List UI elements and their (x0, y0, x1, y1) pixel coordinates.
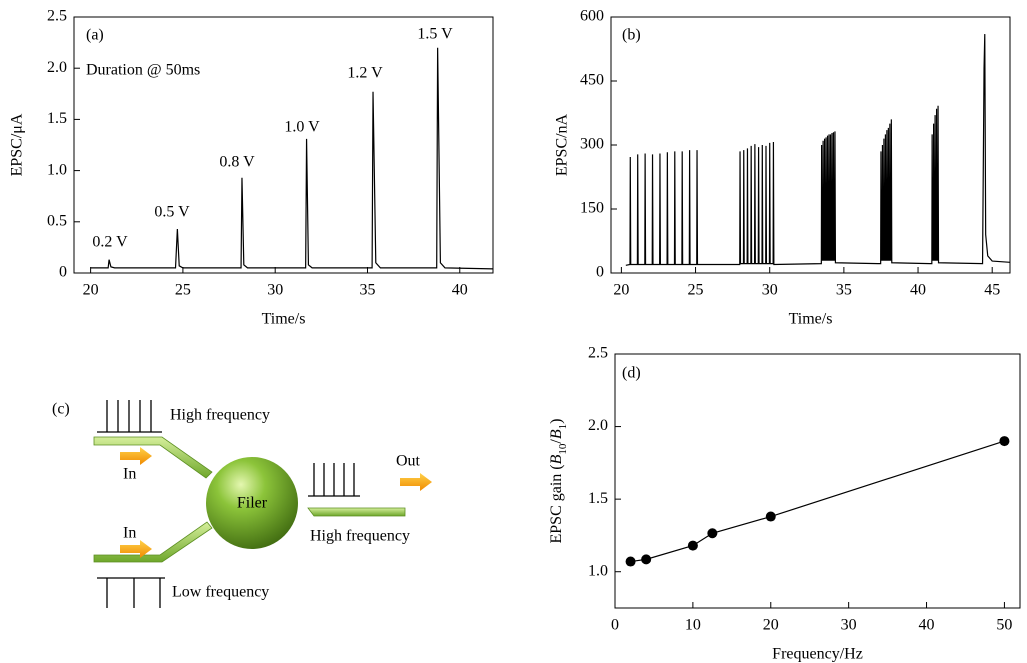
y-axis-label-part: / (548, 439, 565, 444)
x-tick-label: 30 (267, 282, 283, 299)
y-tick-label: 0 (596, 264, 604, 281)
plot-frame (614, 353, 1021, 609)
y-tick-label: 600 (580, 8, 604, 25)
data-point (999, 436, 1010, 447)
diagram: (c) High frequency In In Low frequency F… (52, 400, 432, 608)
x-tick-label: 10 (685, 617, 701, 634)
y-axis-label-part: B (548, 429, 565, 439)
x-tick-label: 0 (611, 617, 619, 634)
annotation: 0.5 V (154, 204, 190, 221)
annotation: 1.5 V (417, 26, 453, 43)
y-tick-label: 1.0 (588, 562, 608, 579)
diagram-text: High frequency (170, 407, 270, 424)
y-tick-label: 1.5 (588, 490, 608, 507)
y-tick-label: 1.5 (47, 110, 67, 127)
diagram-text: In (123, 525, 136, 542)
annotation: (d) (622, 365, 641, 382)
y-axis-label-part: EPSC gain ( (548, 464, 565, 543)
high-frequency-pulses (97, 400, 162, 433)
data-point (707, 528, 718, 539)
annotation: 0.8 V (219, 154, 255, 171)
data-point (641, 554, 652, 565)
trace (90, 47, 494, 270)
y-axis-label-part: 1 (557, 424, 569, 430)
x-axis-label: Time/s (262, 311, 306, 328)
input-channel (93, 436, 213, 479)
diagram-text: Out (396, 453, 421, 470)
annotation: 1.0 V (284, 119, 320, 136)
low-frequency-pulses (97, 577, 165, 608)
x-tick-label: 20 (763, 617, 779, 634)
diagram-text: Low frequency (172, 584, 269, 601)
y-tick-label: 0 (59, 264, 67, 281)
x-tick-label: 40 (452, 282, 468, 299)
y-tick-label: 150 (580, 200, 604, 217)
y-axis-label-part: B (548, 454, 565, 464)
input-channel (93, 521, 213, 563)
x-tick-label: 40 (910, 282, 926, 299)
x-tick-label: 25 (175, 282, 191, 299)
data-point (687, 540, 698, 551)
arrow (120, 447, 152, 465)
x-tick-label: 40 (919, 617, 935, 634)
x-tick-label: 30 (762, 282, 778, 299)
data-point (625, 556, 636, 567)
panel-label: (c) (52, 401, 70, 418)
y-tick-label: 2.5 (588, 345, 608, 362)
y-axis-label: EPSC gain (B10/B1) (548, 419, 569, 544)
y-axis-label-part: ) (548, 419, 565, 424)
y-tick-label: 0.5 (47, 212, 67, 229)
output-channel (307, 507, 406, 517)
x-tick-label: 35 (359, 282, 375, 299)
x-axis-label: Frequency/Hz (772, 646, 863, 663)
filter-sphere (206, 457, 298, 549)
annotation: 1.2 V (347, 65, 383, 82)
data-point (765, 511, 776, 522)
annotation: (b) (622, 27, 641, 44)
x-tick-label: 30 (841, 617, 857, 634)
x-axis-label: Time/s (789, 311, 833, 328)
plot-frame (73, 16, 494, 274)
y-tick-label: 300 (580, 136, 604, 153)
x-tick-label: 25 (688, 282, 704, 299)
y-tick-label: 2.0 (588, 417, 608, 434)
y-tick-label: 2.5 (47, 8, 67, 25)
arrow (120, 540, 152, 558)
annotation: Duration @ 50ms (86, 62, 200, 79)
x-tick-label: 50 (996, 617, 1012, 634)
y-tick-label: 1.0 (47, 161, 67, 178)
diagram-text: High frequency (310, 528, 410, 545)
y-axis-label: EPSC/μA (9, 113, 26, 176)
annotation: (a) (86, 27, 104, 44)
x-tick-label: 35 (836, 282, 852, 299)
x-tick-label: 45 (984, 282, 1000, 299)
trace (625, 34, 1011, 266)
arrow (400, 473, 432, 491)
connecting-line (630, 440, 1005, 563)
y-axis-label-part: 10 (557, 443, 569, 455)
diagram-text: In (123, 466, 136, 483)
plot-frame (610, 16, 1011, 274)
y-axis-label: EPSC/nA (554, 113, 571, 176)
x-tick-label: 20 (613, 282, 629, 299)
y-tick-label: 450 (580, 72, 604, 89)
annotation: 0.2 V (92, 234, 128, 251)
diagram-text: Filer (237, 495, 268, 512)
output-pulses (308, 463, 360, 497)
y-tick-label: 2.0 (47, 59, 67, 76)
x-tick-label: 20 (83, 282, 99, 299)
